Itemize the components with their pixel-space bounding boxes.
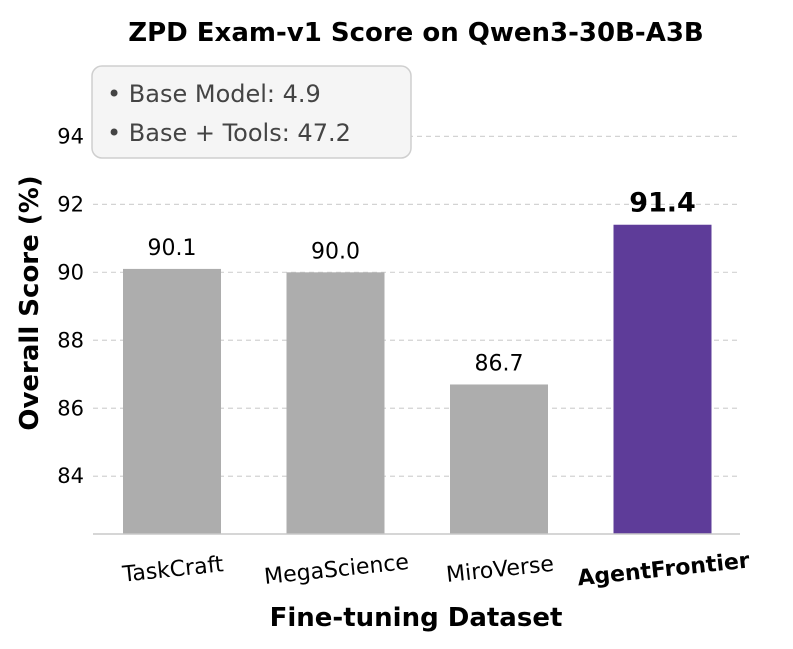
bar-value-labels: 90.1 90.0 86.7 91.4 — [148, 188, 696, 377]
bar-agentfrontier — [613, 224, 712, 534]
y-tick-labels: 84 86 88 90 92 94 — [57, 124, 84, 488]
bar-miroverse — [450, 384, 548, 534]
chart-title: ZPD Exam-v1 Score on Qwen3-30B-A3B — [128, 18, 704, 48]
bar-value-label: 90.1 — [148, 236, 197, 261]
bar-taskcraft — [123, 268, 221, 534]
x-tick-labels: TaskCraft MegaScience MiroVerse AgentFronti… — [120, 548, 751, 591]
y-tick-label: 84 — [57, 464, 84, 488]
x-tick-label: MegaScience — [263, 550, 410, 590]
y-tick-label: 90 — [57, 260, 84, 284]
y-tick-label: 88 — [57, 328, 84, 352]
y-tick-label: 94 — [57, 124, 84, 148]
y-axis-label: Overall Score (%) — [15, 175, 45, 430]
annotation-line-base-model: • Base Model: 4.9 — [107, 80, 321, 108]
bar-value-label: 90.0 — [311, 239, 360, 264]
y-tick-label: 86 — [57, 396, 84, 420]
x-tick-label: AgentFrontier — [576, 548, 751, 591]
y-tick-label: 92 — [57, 192, 84, 216]
annotation-box: • Base Model: 4.9 • Base + Tools: 47.2 — [91, 65, 412, 159]
x-axis-label: Fine-tuning Dataset — [270, 603, 563, 633]
annotation-line-base-tools: • Base + Tools: 47.2 — [107, 119, 351, 147]
bar-megascience — [286, 272, 385, 534]
x-tick-label: MiroVerse — [445, 552, 555, 588]
bars — [123, 224, 712, 534]
bar-value-label: 86.7 — [475, 351, 524, 376]
annotation-box-frame — [91, 65, 412, 159]
x-tick-label: TaskCraft — [120, 552, 225, 588]
bar-value-label: 91.4 — [629, 188, 696, 219]
